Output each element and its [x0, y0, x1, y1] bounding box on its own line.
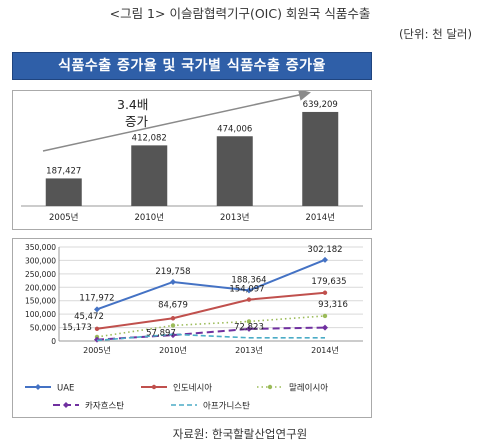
- y-tick-label-6: 300,000: [25, 256, 56, 265]
- series-line-3: [96, 326, 326, 341]
- series-2-data-label-1: 57,897: [146, 328, 176, 338]
- legend-label-4: 아프가니스탄: [203, 401, 250, 412]
- series-1-point-3: [322, 290, 328, 295]
- bar-value-label-0: 187,427: [46, 166, 81, 176]
- series-2-data-label-2: 72,823: [234, 322, 264, 332]
- series-0-point-3: [322, 256, 328, 263]
- series-2-point-2: [246, 319, 252, 324]
- legend-label-3: 카자흐스탄: [85, 401, 124, 412]
- series-0-point-0: [94, 306, 100, 313]
- series-1-data-label-1: 84,679: [158, 300, 188, 310]
- series-0-data-label-0: 117,972: [79, 293, 114, 303]
- bar-value-label-2: 474,006: [217, 124, 252, 134]
- growth-annotation-ratio: 3.4배: [117, 97, 148, 112]
- chart-banner: 식품수출 증가율 및 국가별 식품수출 증가율: [12, 52, 372, 80]
- source-note: 자료원: 한국할랄산업연구원: [172, 427, 308, 441]
- series-line-4: [96, 333, 325, 342]
- y-tick-label-7: 350,000: [25, 243, 56, 252]
- legend-label-1: 인도네시아: [173, 383, 212, 394]
- bar-category-label-3: 2014년: [306, 212, 335, 223]
- series-3-point-0: [94, 336, 100, 343]
- x-tick-label-1: 2010년: [159, 345, 187, 355]
- series-1-data-label-2: 154,097: [229, 285, 264, 295]
- y-tick-label-0: 0: [51, 337, 56, 346]
- bar-category-label-1: 2010년: [135, 212, 164, 223]
- x-tick-label-0: 2005년: [83, 345, 111, 355]
- y-tick-label-3: 150,000: [25, 297, 56, 306]
- series-0-point-1: [170, 278, 176, 285]
- bar-3: [302, 111, 339, 206]
- bar-value-label-1: 412,082: [132, 133, 167, 143]
- bar-value-label-3: 639,209: [303, 100, 338, 110]
- series-2-point-3: [322, 313, 328, 319]
- series-1-point-2: [246, 297, 252, 302]
- bar-2: [216, 136, 253, 206]
- line-chart: 0 50,000 100,000 150,000 200,000 250,000 300,0…: [25, 243, 363, 412]
- series-1-point-1: [170, 316, 176, 321]
- legend-marker-1: [151, 384, 157, 390]
- series-line-2: [96, 315, 326, 338]
- series-line-1: [96, 291, 326, 330]
- legend-label-2: 말레이시아: [289, 383, 328, 394]
- x-tick-label-2: 2013년: [235, 345, 263, 355]
- bar-1: [131, 145, 168, 206]
- legend-label-0: UAE: [57, 384, 74, 394]
- series-2-point-1: [170, 323, 176, 328]
- y-tick-label-1: 50,000: [30, 324, 56, 333]
- y-tick-label-2: 100,000: [25, 310, 56, 319]
- series-1-point-0: [94, 326, 100, 331]
- growth-annotation-text: 증가: [125, 114, 149, 129]
- x-tick-label-3: 2014년: [311, 345, 339, 355]
- series-3-point-2: [246, 325, 252, 332]
- series-3-point-1: [170, 332, 176, 339]
- series-2-data-label-3: 93,316: [318, 300, 348, 310]
- series-0-data-label-1: 219,758: [155, 267, 190, 277]
- series-0-data-label-2: 188,364: [231, 275, 266, 285]
- bar-category-label-2: 2013년: [220, 212, 249, 223]
- y-tick-label-5: 250,000: [25, 270, 56, 279]
- series-3-point-3: [322, 324, 328, 331]
- bar-0: [45, 178, 82, 206]
- y-tick-label-4: 200,000: [25, 283, 56, 292]
- legend-marker-3: [63, 402, 69, 408]
- line-chart-panel: 0 50,000 100,000 150,000 200,000 250,000 300,0…: [12, 238, 372, 418]
- series-0-data-label-3: 302,182: [307, 245, 342, 255]
- series-1-data-label-0: 45,472: [74, 312, 104, 322]
- growth-arrow: [42, 89, 311, 152]
- series-0-point-2: [246, 287, 252, 294]
- series-1-data-label-3: 179,635: [311, 277, 346, 287]
- legend-marker-0: [35, 384, 41, 390]
- series-2-data-label-0: 15,173: [62, 323, 92, 333]
- figure-title: <그림 1> 이슬람협력기구(OIC) 회원국 식품수출: [109, 6, 371, 21]
- series-line-0: [96, 258, 326, 311]
- unit-label: (단위: 천 달러): [398, 27, 472, 41]
- legend-marker-2: [267, 384, 273, 390]
- bar-category-label-0: 2005년: [49, 212, 78, 223]
